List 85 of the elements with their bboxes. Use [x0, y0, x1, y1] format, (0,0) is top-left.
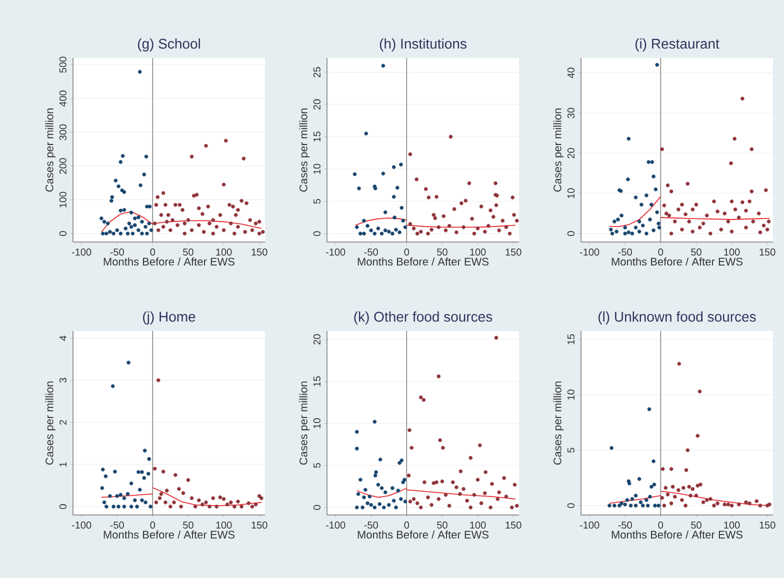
y-tick-label: 1 [60, 462, 66, 466]
x-tick-label: -100 [72, 522, 92, 529]
x-tick-label: -100 [326, 522, 346, 529]
y-tick-label: 2 [59, 420, 66, 425]
y-tick-label: 5 [313, 463, 320, 468]
x-axis-title: Months Before / After EWS [104, 257, 235, 266]
x-tick-label: -50 [110, 248, 124, 256]
x-tick-label: 150 [760, 522, 776, 529]
y-tick-label: 5 [567, 448, 574, 453]
x-tick-label: -100 [72, 248, 92, 256]
x-tick-label: -50 [364, 248, 378, 256]
y-tick-label: 10 [313, 164, 320, 174]
chart-title: (l) Unknown food sources [598, 311, 756, 324]
x-axis-title: Months Before / After EWS [104, 530, 235, 539]
chart-title: (h) Institutions [380, 38, 466, 52]
x-tick-label: 0 [404, 522, 410, 529]
x-tick-label: -50 [110, 522, 124, 529]
y-tick-label: 3 [59, 378, 66, 383]
x-tick-label: 100 [216, 248, 232, 256]
x-tick-label: 0 [150, 522, 156, 529]
y-axis-title: Cases per million [299, 108, 310, 192]
x-tick-label: 50 [183, 248, 194, 256]
chart-title: (j) Home [143, 311, 196, 324]
y-tick-label: 0 [313, 231, 320, 236]
x-tick-label: -50 [618, 248, 632, 256]
y-axis-title: Cases per million [553, 382, 564, 465]
y-tick-label: 20 [313, 334, 320, 344]
y-tick-label: 500 [59, 56, 66, 73]
x-tick-label: 150 [252, 522, 268, 529]
y-tick-label: 0 [313, 505, 320, 510]
y-tick-label: 10 [567, 188, 574, 198]
x-tick-label: 0 [658, 248, 664, 256]
x-tick-label: 150 [506, 522, 522, 529]
x-tick-label: 0 [404, 248, 410, 256]
x-tick-label: 50 [183, 522, 194, 529]
y-tick-label: 0 [567, 503, 574, 508]
x-axis-title: Months Before / After EWS [612, 257, 743, 266]
x-axis-title: Months Before / After EWS [358, 530, 489, 539]
x-tick-label: 100 [724, 248, 740, 256]
y-tick-label: 0 [59, 504, 66, 509]
y-tick-label: 0 [59, 231, 66, 236]
x-axis-title: Months Before / After EWS [612, 530, 743, 539]
y-tick-label: 15 [313, 132, 320, 142]
y-tick-label: 10 [313, 418, 320, 428]
chart-title: (i) Restaurant [635, 38, 720, 52]
y-tick-label: 400 [59, 90, 66, 107]
y-tick-label: 300 [59, 124, 66, 140]
x-tick-label: 50 [691, 248, 702, 256]
y-tick-label: 15 [313, 376, 320, 386]
y-tick-label: 10 [567, 390, 574, 400]
y-axis-title: Cases per million [45, 108, 56, 192]
y-tick-label: 200 [59, 158, 66, 174]
x-tick-label: 100 [724, 522, 740, 529]
y-tick-label: 5 [313, 198, 320, 204]
x-tick-label: 150 [252, 248, 268, 256]
y-tick-label: 0 [567, 231, 574, 236]
y-tick-label: 100 [59, 192, 66, 208]
x-tick-label: -100 [580, 248, 600, 256]
x-tick-label: 50 [437, 248, 448, 256]
x-tick-label: 50 [691, 522, 702, 529]
x-tick-label: 50 [437, 522, 448, 529]
y-tick-label: 20 [313, 99, 320, 110]
x-tick-label: 150 [506, 248, 522, 256]
x-tick-label: 0 [658, 522, 664, 529]
chart-title: (k) Other food sources [354, 311, 492, 324]
y-axis-title: Cases per million [553, 108, 564, 192]
y-tick-label: 30 [567, 108, 574, 118]
y-axis-title: Cases per million [45, 382, 56, 465]
x-axis-title: Months Before / After EWS [358, 257, 489, 266]
x-tick-label: 150 [760, 248, 776, 256]
y-tick-label: 40 [567, 68, 574, 78]
x-tick-label: -50 [364, 522, 378, 529]
x-tick-label: -50 [618, 522, 632, 529]
x-tick-label: -100 [326, 248, 346, 256]
y-tick-label: 15 [567, 334, 574, 344]
x-tick-label: 100 [470, 248, 486, 256]
y-axis-title: Cases per million [299, 382, 310, 465]
x-tick-label: 0 [150, 248, 156, 256]
y-tick-label: 25 [313, 67, 320, 78]
y-tick-label: 20 [567, 148, 574, 158]
chart-title: (g) School [138, 38, 200, 52]
x-tick-label: -100 [580, 522, 600, 529]
y-tick-label: 4 [60, 336, 66, 341]
x-tick-label: 100 [470, 522, 486, 529]
x-tick-label: 100 [216, 522, 232, 529]
